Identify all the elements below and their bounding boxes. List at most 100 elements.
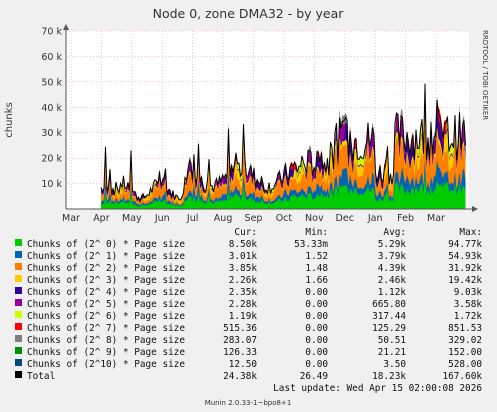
legend-cur-value: 24.38k <box>223 371 257 382</box>
legend-max-value: 528.00 <box>448 359 482 370</box>
legend-avg-value: 5.29k <box>378 239 407 250</box>
legend-avg-value: 21.21 <box>378 347 407 358</box>
legend-cur-value: 2.35k <box>229 287 258 298</box>
legend-header: Cur: Min: Avg: Max: <box>234 227 482 238</box>
legend-swatch <box>15 299 22 306</box>
legend-min-value: 0.00 <box>305 287 328 298</box>
legend-series-name: Chunks of (2^ 3) * Page size <box>27 275 185 286</box>
legend-avg-value: 3.50 <box>383 359 406 370</box>
legend-min-value: 1.48 <box>305 263 328 274</box>
axes <box>63 24 478 212</box>
legend-col-min: Min: <box>305 227 328 238</box>
x-tick-label: Mar <box>62 213 80 224</box>
x-tick-label: May <box>122 213 142 224</box>
munin-version: Munin 2.0.33-1~bpo8+1 <box>205 399 292 407</box>
x-tick-labels: Mar Apr May Jun Jul Aug Sep Oct Nov Dec Jan Feb Mar <box>62 213 445 224</box>
legend-min-value: 0.00 <box>305 311 328 322</box>
legend-series-name: Chunks of (2^ 7) * Page size <box>27 323 185 334</box>
legend-avg-value: 1.12k <box>378 287 407 298</box>
y-axis-label: chunks <box>4 102 15 138</box>
legend-swatch <box>15 335 22 342</box>
x-axis-arrow <box>472 206 478 212</box>
y-tick-label: 70 k <box>41 27 62 38</box>
legend-min-value: 0.00 <box>305 347 328 358</box>
stacked-areas <box>100 83 466 209</box>
y-tick-label: 60 k <box>41 52 62 63</box>
legend-cur-value: 8.50k <box>229 239 258 250</box>
legend-swatch <box>15 323 22 330</box>
legend-avg-value: 665.80 <box>372 299 406 310</box>
legend-avg-value: 18.23k <box>372 371 406 382</box>
legend-max-value: 152.00 <box>448 347 482 358</box>
x-tick-label: Feb <box>397 213 414 224</box>
legend-swatch <box>15 311 22 318</box>
legend-min-value: 0.00 <box>305 323 328 334</box>
legend-series-name: Chunks of (2^ 5) * Page size <box>27 299 185 310</box>
legend-avg-value: 317.44 <box>372 311 406 322</box>
legend-avg-value: 50.51 <box>378 335 407 346</box>
x-tick-label: Jun <box>154 213 170 224</box>
legend-series-name: Chunks of (2^ 0) * Page size <box>27 239 185 250</box>
legend-cur-value: 515.36 <box>223 323 257 334</box>
y-tick-label: 20 k <box>41 154 62 165</box>
legend-series-name: Chunks of (2^ 6) * Page size <box>27 311 185 322</box>
legend-max-value: 329.02 <box>448 335 482 346</box>
y-tick-label: 30 k <box>41 128 62 139</box>
stack-area-layer <box>101 173 466 209</box>
legend-min-value: 26.49 <box>300 371 329 382</box>
legend-max-value: 19.42k <box>448 275 482 286</box>
legend-swatch <box>15 263 22 270</box>
legend-max-value: 9.03k <box>454 287 483 298</box>
legend-series-name: Chunks of (2^ 4) * Page size <box>27 287 185 298</box>
x-tick-label: Dec <box>336 213 354 224</box>
legend-series-name: Chunks of (2^10) * Page size <box>27 359 185 370</box>
legend-max-value: 851.53 <box>448 323 482 334</box>
legend-swatch <box>15 239 22 246</box>
legend-min-value: 0.00 <box>305 335 328 346</box>
chart-title: Node 0, zone DMA32 - by year <box>153 6 345 21</box>
legend-min-value: 0.00 <box>305 359 328 370</box>
legend-swatch <box>15 251 22 258</box>
legend-max-value: 94.77k <box>448 239 482 250</box>
legend-cur-value: 3.01k <box>229 251 258 262</box>
legend-cur-value: 2.28k <box>229 299 258 310</box>
legend-series-name: Chunks of (2^ 2) * Page size <box>27 263 185 274</box>
legend-swatch <box>15 347 22 354</box>
legend-series-name: Chunks of (2^ 8) * Page size <box>27 335 185 346</box>
legend-cur-value: 2.26k <box>229 275 258 286</box>
legend-cur-value: 283.07 <box>223 335 257 346</box>
legend-cur-value: 126.33 <box>223 347 257 358</box>
x-tick-label: Sep <box>245 213 263 224</box>
legend-series-name: Total <box>27 371 55 382</box>
x-tick-label: Nov <box>305 213 324 224</box>
legend-swatch <box>15 359 22 366</box>
legend-col-max: Max: <box>459 227 482 238</box>
legend-series-name: Chunks of (2^ 9) * Page size <box>27 347 185 358</box>
legend-max-value: 54.93k <box>448 251 482 262</box>
total-line <box>100 83 466 203</box>
legend-max-value: 3.58k <box>454 299 483 310</box>
x-tick-label: Jan <box>367 213 383 224</box>
rrdtool-credit: RRDTOOL / TOBI OETIKER <box>481 30 489 120</box>
legend-cur-value: 1.19k <box>229 311 258 322</box>
legend-swatch <box>15 275 22 282</box>
x-tick-label: Mar <box>427 213 445 224</box>
legend-min-value: 0.00 <box>305 299 328 310</box>
y-tick-label: 10 k <box>41 179 62 190</box>
x-tick-label: Aug <box>214 213 233 224</box>
y-tick-labels: 10 k 20 k 30 k 40 k 50 k 60 k 70 k <box>41 27 62 191</box>
legend-avg-value: 125.29 <box>372 323 406 334</box>
legend-swatch <box>15 287 22 294</box>
legend-min-value: 1.66 <box>305 275 328 286</box>
legend-avg-value: 4.39k <box>378 263 407 274</box>
legend-swatch <box>15 371 22 378</box>
y-axis-arrow <box>63 24 69 30</box>
legend-max-value: 1.72k <box>454 311 483 322</box>
x-tick-label: Jul <box>186 213 198 224</box>
x-tick-label: Oct <box>276 213 293 224</box>
legend-min-value: 1.52 <box>305 251 328 262</box>
y-tick-label: 40 k <box>41 103 62 114</box>
legend-avg-value: 3.79k <box>378 251 407 262</box>
legend-max-value: 31.92k <box>448 263 482 274</box>
